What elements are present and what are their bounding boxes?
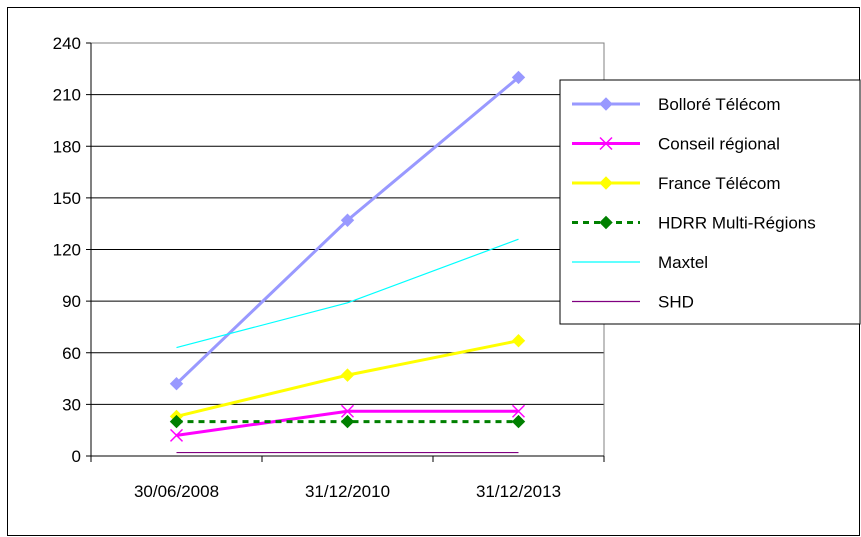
y-tick-label: 60: [62, 344, 81, 363]
data-point-marker: [340, 404, 355, 418]
data-point-marker: [511, 333, 526, 348]
x-tick-label: 31/12/2013: [476, 482, 561, 501]
series-layer: [169, 70, 526, 454]
x-tick-label: 30/06/2008: [134, 482, 219, 501]
legend-box: [559, 79, 861, 325]
data-point-marker: [169, 377, 184, 391]
y-tick-label: 120: [53, 241, 81, 260]
series-2: [169, 333, 526, 424]
legend-label: Bolloré Télécom: [658, 95, 781, 114]
y-tick-label: 240: [53, 34, 81, 53]
data-point-marker: [511, 70, 526, 85]
series-4: [176, 238, 519, 349]
data-point-marker: [169, 428, 184, 442]
legend: Bolloré Télécom Conseil régional France Té…: [559, 79, 861, 325]
y-tick-label: 90: [62, 292, 81, 311]
legend-label: France Télécom: [658, 174, 781, 193]
axes: 0 30 60 90 120 150 180 210 240 30/06/2008 31/12/20…: [53, 34, 605, 501]
series-1: [169, 404, 526, 442]
series-line: [176, 238, 519, 349]
series-line: [175, 76, 520, 385]
data-point-marker: [340, 368, 355, 382]
data-point-marker: [599, 176, 613, 190]
data-point-marker: [511, 414, 526, 429]
series-3: [169, 414, 526, 429]
legend-label: SHD: [658, 293, 694, 312]
gridlines: [91, 94, 604, 405]
data-point-marker: [169, 414, 184, 429]
data-point-marker: [340, 213, 355, 227]
data-point-marker: [599, 136, 613, 151]
data-point-marker: [511, 404, 526, 418]
data-point-marker: [340, 414, 355, 429]
y-tick-label: 210: [53, 86, 81, 105]
y-tick-label: 30: [62, 395, 81, 414]
y-tick-label: 0: [72, 447, 81, 466]
x-tick-label: 31/12/2010: [305, 482, 390, 501]
legend-label: HDRR Multi-Régions: [658, 214, 816, 233]
data-point-marker: [599, 215, 613, 230]
data-point-marker: [599, 97, 613, 111]
series-0: [169, 70, 526, 391]
y-tick-label: 150: [53, 189, 81, 208]
legend-label: Conseil régional: [658, 135, 780, 154]
y-tick-label: 180: [53, 137, 81, 156]
legend-label: Maxtel: [658, 253, 708, 272]
